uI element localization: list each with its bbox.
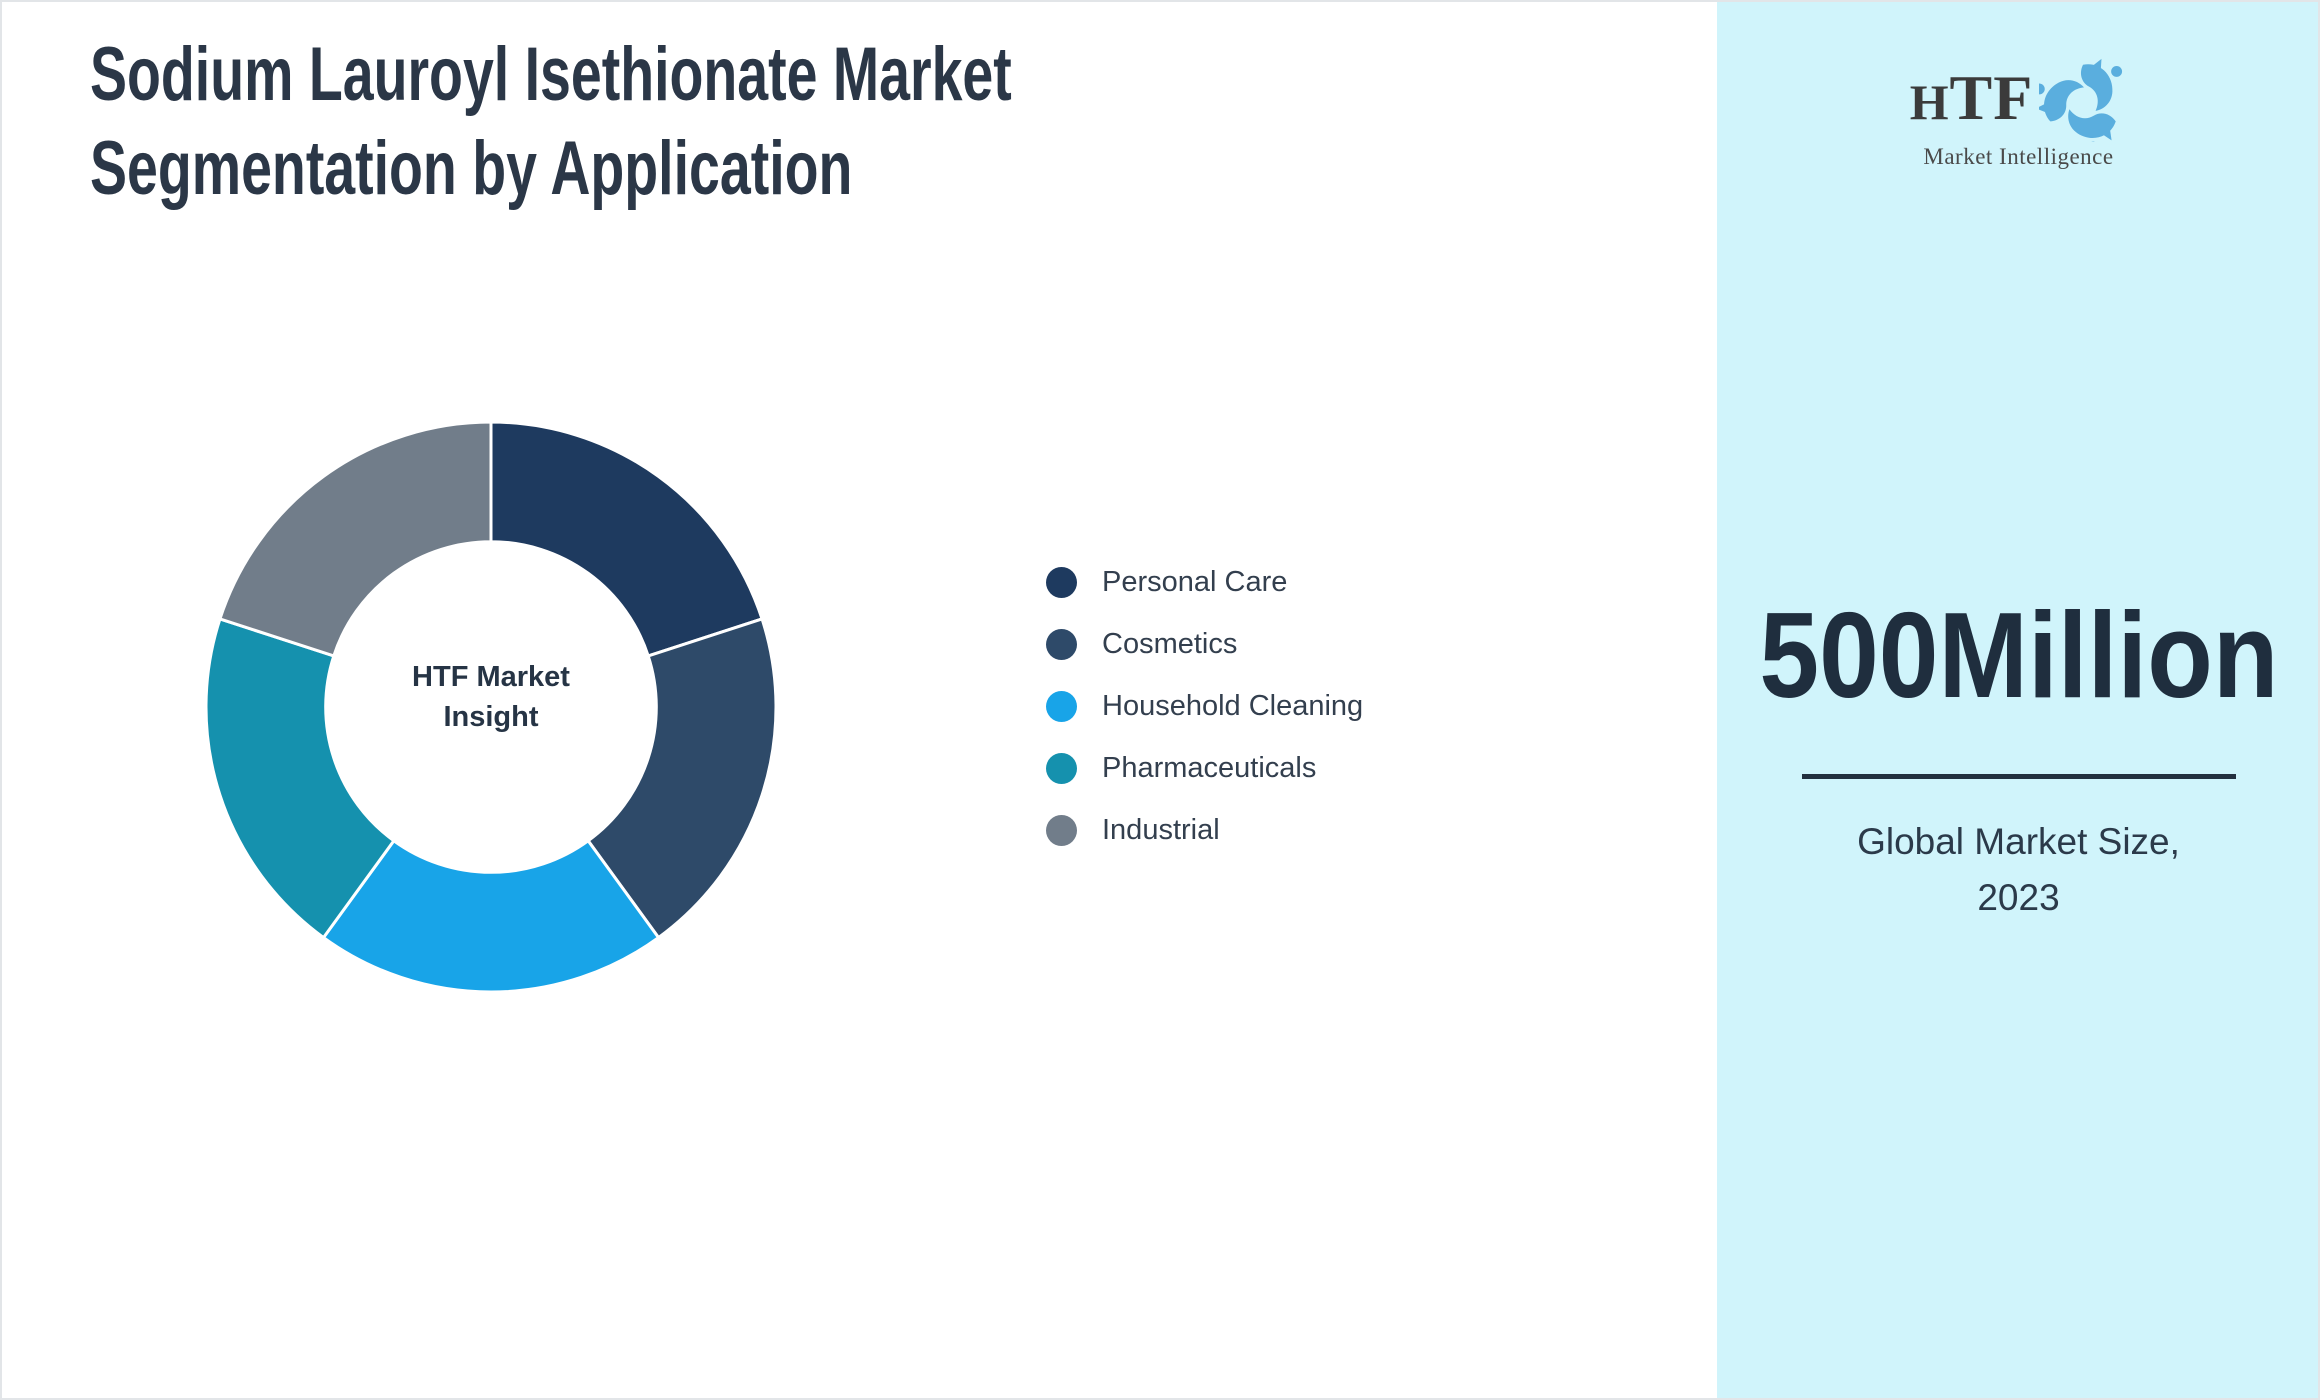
donut-segment-personal-care (489, 420, 764, 658)
market-size-value: 500Million (1717, 587, 2318, 723)
dolphins-swirl-icon (2039, 58, 2123, 142)
divider-line (1801, 774, 2236, 779)
brand-logo-letters-tf: TF (1949, 61, 2034, 133)
brand-logo-letter-h: H (1909, 74, 1950, 130)
donut-segment-household-cleaning (321, 838, 661, 994)
brand-logo: HTF Market Intelligence (1717, 58, 2318, 170)
legend-item: Household Cleaning (1046, 675, 1363, 737)
page-title-line-2: Segmentation by Application (90, 126, 853, 211)
legend-label: Personal Care (1102, 565, 1288, 598)
market-size-caption-line-1: Global Market Size, (1857, 821, 2180, 862)
legend-label: Cosmetics (1102, 627, 1238, 660)
sidebar: HTF Market Intelligence 500Million Globa… (1717, 2, 2318, 1398)
donut-chart: HTF Market Insight (202, 418, 780, 996)
market-size-caption-line-2: 2023 (1977, 877, 2060, 918)
legend-item: Pharmaceuticals (1046, 737, 1363, 799)
donut-segment-industrial (218, 420, 493, 658)
donut-segment-cosmetics (586, 617, 778, 940)
legend-item: Personal Care (1046, 551, 1363, 613)
page-title: Sodium Lauroyl Isethionate Market Segmen… (90, 28, 1012, 216)
legend-item: Industrial (1046, 799, 1363, 861)
page-title-line-1: Sodium Lauroyl Isethionate Market (90, 32, 1012, 117)
donut-segment-pharmaceuticals (204, 617, 396, 940)
legend-item: Cosmetics (1046, 613, 1363, 675)
legend-swatch-icon (1046, 690, 1077, 722)
legend-swatch-icon (1046, 628, 1077, 660)
legend-swatch-icon (1046, 752, 1077, 784)
legend-swatch-icon (1046, 566, 1077, 598)
legend-label: Pharmaceuticals (1102, 751, 1317, 784)
legend-swatch-icon (1046, 814, 1077, 846)
donut-chart-svg (204, 420, 778, 994)
legend-label: Industrial (1102, 813, 1220, 846)
brand-logo-subtext: Market Intelligence (1923, 144, 2114, 169)
market-size-value-text: 500Million (1758, 587, 2279, 723)
legend-label: Household Cleaning (1102, 689, 1364, 722)
brand-logo-text: HTF (1909, 65, 2034, 135)
market-size-caption: Global Market Size, 2023 (1717, 814, 2318, 926)
chart-legend: Personal Care Cosmetics Household Cleani… (1046, 551, 1363, 861)
